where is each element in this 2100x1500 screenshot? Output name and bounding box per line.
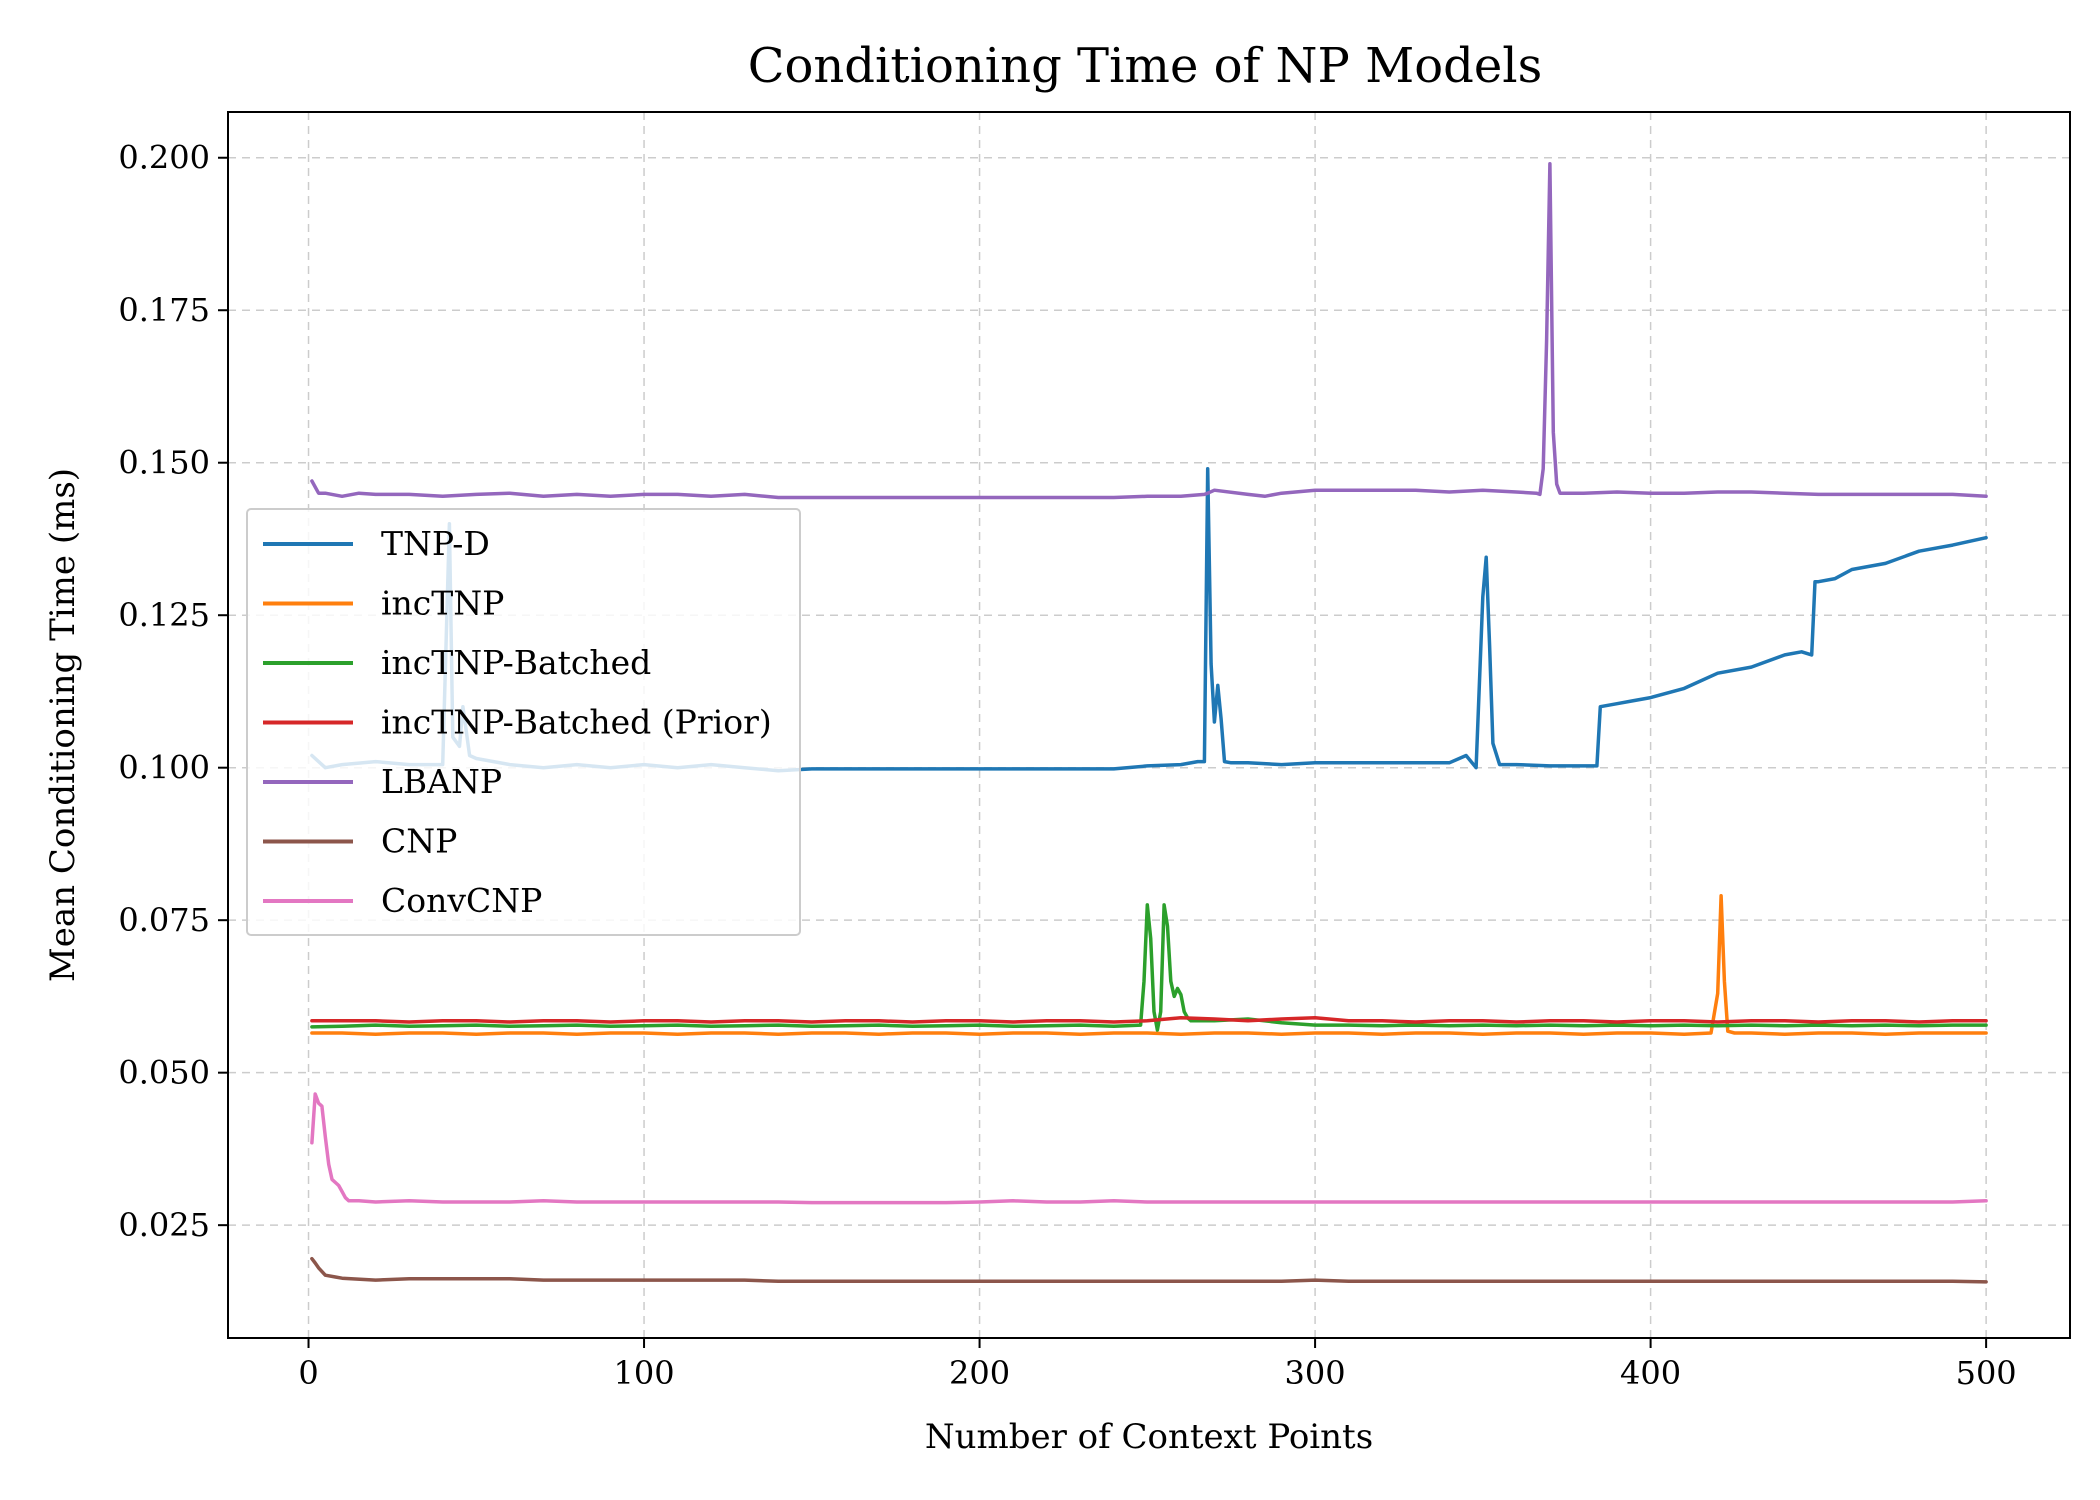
series-line-convcnp: [310, 1092, 1988, 1205]
y-axis: 0.025 0.050 0.075 0.100 0.125 0.150 0.175 0.200: [118, 139, 228, 1244]
y-tick-label: 0.050: [118, 1054, 210, 1092]
legend-label: CNP: [381, 822, 457, 861]
y-tick-label: 0.200: [118, 139, 210, 177]
legend: TNP-D incTNP incTNP-Batched incTNP-Batched …: [246, 508, 801, 936]
y-tick-label: 0.025: [118, 1206, 210, 1244]
x-axis-label: Number of Context Points: [925, 1417, 1373, 1457]
legend-label: TNP-D: [381, 524, 490, 563]
legend-box: [246, 508, 801, 936]
legend-label: LBANP: [381, 762, 502, 801]
legend-label: incTNP: [381, 584, 504, 623]
series-line-inctnp-batched-prior: [310, 1016, 1988, 1024]
legend-label: incTNP-Batched (Prior): [381, 703, 772, 742]
legend-label: incTNP-Batched: [381, 643, 651, 682]
x-tick-label: 100: [614, 1354, 675, 1392]
y-tick-label: 0.125: [118, 596, 210, 634]
x-tick-label: 200: [949, 1354, 1010, 1392]
series-layer: [310, 162, 1988, 1284]
y-tick-label: 0.100: [118, 749, 210, 787]
x-tick-label: 300: [1285, 1354, 1346, 1392]
y-tick-label: 0.075: [118, 901, 210, 939]
series-line-inctnp-batched: [310, 903, 1988, 1032]
legend-label: ConvCNP: [381, 881, 542, 920]
series-line-lbanp: [310, 162, 1988, 500]
series-line-cnp: [310, 1256, 1988, 1284]
x-tick-label: 0: [298, 1354, 318, 1392]
x-tick-label: 500: [1956, 1354, 2017, 1392]
x-axis: 0 100 200 300 400 500: [298, 1338, 2017, 1392]
plot-frame: [227, 111, 2071, 1339]
y-axis-label: Mean Conditioning Time (ms): [43, 468, 83, 982]
y-tick-label: 0.150: [118, 444, 210, 482]
chart-title: Conditioning Time of NP Models: [748, 38, 1543, 94]
x-tick-label: 400: [1620, 1354, 1681, 1392]
y-tick-label: 0.175: [118, 291, 210, 329]
